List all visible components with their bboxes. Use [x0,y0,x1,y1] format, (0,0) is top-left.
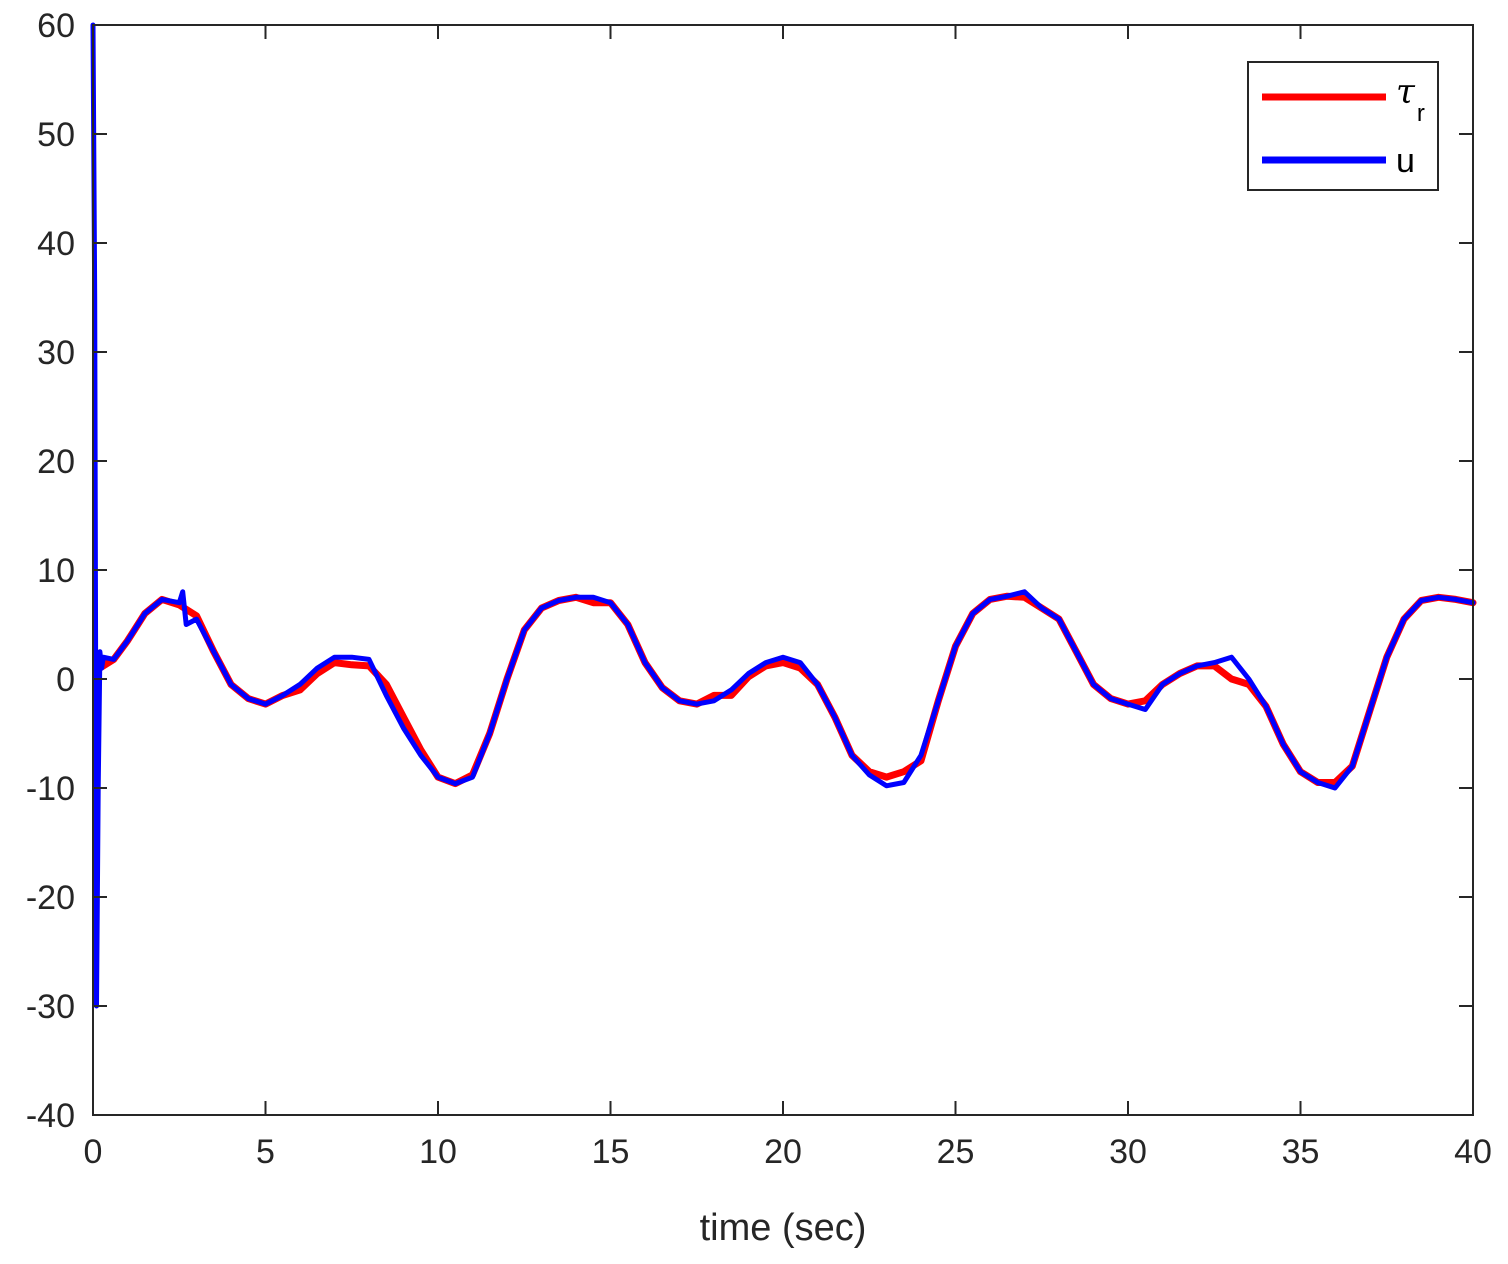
y-tick-label: -30 [26,988,75,1026]
legend-label-tau-r: τr [1396,72,1425,127]
y-tick-label: -40 [26,1097,75,1135]
series-line-tau-r [96,592,1477,788]
plot-area [93,25,1473,1115]
y-tick-label: 30 [37,334,75,372]
x-tick-label: 25 [937,1133,975,1171]
y-tick-label: 0 [56,661,75,699]
y-tick-label: 10 [37,552,75,590]
y-tick-label: 20 [37,443,75,481]
x-tick-label: 35 [1282,1133,1320,1171]
y-tick-label: 40 [37,225,75,263]
x-tick-label: 15 [592,1133,630,1171]
legend-tau-symbol: τ [1396,72,1416,112]
x-tick-label: 0 [84,1133,103,1171]
y-tick-label: 50 [37,116,75,154]
series-line-u [90,22,1476,1009]
x-tick-label: 30 [1109,1133,1147,1171]
x-axis-label: time (sec) [700,1207,867,1249]
legend-label-u: u [1396,142,1415,180]
x-tick-label: 5 [256,1133,275,1171]
x-tick-label: 20 [764,1133,802,1171]
legend-box [1247,61,1439,191]
y-tick-label: -10 [26,770,75,808]
legend-tau-subscript: r [1417,100,1425,127]
y-tick-label: -20 [26,879,75,917]
series-layer [90,22,1477,1009]
x-tick-label: 40 [1454,1133,1492,1171]
x-tick-label: 10 [419,1133,457,1171]
legend: τr u [1247,61,1439,191]
y-tick-label: 60 [37,7,75,45]
axes-layer: 0 5 10 15 20 25 30 35 40 60 50 40 30 20 10 0 -10 -20 -30 -4… [26,7,1492,1171]
